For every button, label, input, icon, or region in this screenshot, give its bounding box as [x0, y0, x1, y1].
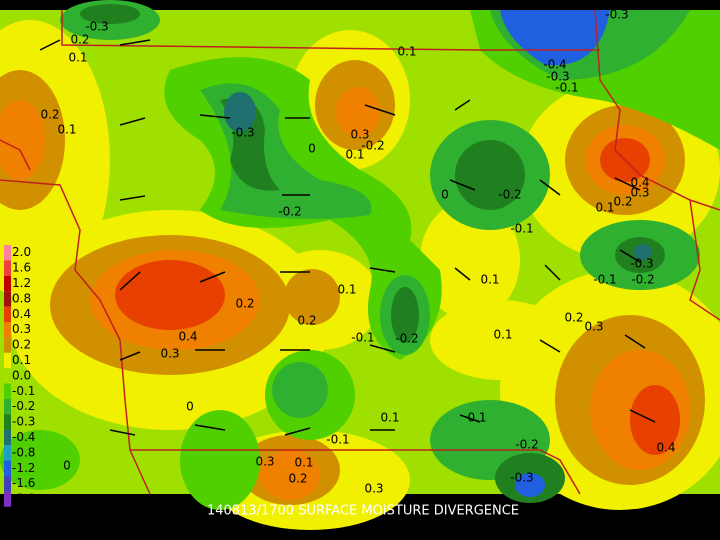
contour-label: -0.3	[510, 471, 533, 485]
contour-label: 0.1	[380, 411, 399, 425]
legend-swatch	[4, 491, 11, 507]
contour-label: 0.1	[595, 201, 614, 215]
wind-barbs	[39, 39, 656, 436]
legend-label: -1.6	[12, 476, 35, 490]
legend-swatch	[4, 306, 11, 322]
legend-swatch	[4, 352, 11, 369]
legend-swatch	[4, 429, 11, 446]
contour-label: -0.4	[543, 58, 566, 72]
legend-swatch	[4, 383, 11, 399]
contour-label: 0.1	[493, 328, 512, 342]
legend-swatch	[4, 260, 11, 276]
contour-label: 0	[441, 188, 449, 202]
contour-label: 0.3	[584, 320, 603, 334]
contour-labels: -0.30.20.10.20.1 -0.3 0.3-0.20.10-0.20.1-0…	[40, 0, 675, 496]
contour-label: 0.3	[350, 128, 369, 142]
legend-swatch	[4, 476, 11, 492]
contour-label: 0	[308, 142, 316, 156]
contour-label: 0	[63, 459, 71, 473]
contour-label: -0.3	[546, 70, 569, 84]
contour-label: 0.4	[178, 330, 197, 344]
contour-label: 0.2	[70, 33, 89, 47]
legend-label: 0.8	[12, 291, 31, 305]
contour-label: 0.3	[160, 347, 179, 361]
legend-label: -1.2	[12, 461, 35, 475]
legend-swatch	[4, 322, 11, 338]
legend-label: -0.1	[12, 384, 35, 398]
contour-label: -0.2	[278, 205, 301, 219]
contour-label: -0.1	[326, 433, 349, 447]
legend-swatch	[4, 337, 11, 353]
legend-swatch	[4, 245, 11, 261]
legend-swatch	[4, 414, 11, 430]
legend-label: 0.1	[12, 353, 31, 367]
contour-label: 0	[186, 400, 194, 414]
contour-label: 0.2	[613, 195, 632, 209]
legend-swatch	[4, 445, 11, 461]
contour-label: 0.1	[68, 51, 87, 65]
legend-swatch	[4, 399, 11, 415]
legend-swatch	[4, 275, 11, 292]
legend-label: 0.3	[12, 322, 31, 336]
contour-label: 0.4	[656, 441, 675, 455]
contour-label: 0.1	[345, 148, 364, 162]
contour-label: 0.2	[297, 314, 316, 328]
legend-label: 0.0	[12, 368, 31, 382]
contour-label: 0.1	[480, 273, 499, 287]
contour-label: -0.2	[631, 273, 654, 287]
contour-label: -0.3	[605, 8, 628, 22]
legend-label: 1.6	[12, 261, 31, 275]
contour-label: -0.2	[498, 188, 521, 202]
legend-label: -0.3	[12, 415, 35, 429]
legend-label: 2.0	[12, 245, 31, 259]
contour-label: -0.1	[351, 331, 374, 345]
contour-label: -0.3	[85, 20, 108, 34]
contour-label: 0.3	[255, 455, 274, 469]
contour-label: -0.1	[555, 81, 578, 95]
legend-label: 0.4	[12, 307, 31, 321]
contour-label: 0.1	[397, 45, 416, 59]
contour-label: -0.1	[593, 273, 616, 287]
contour-label: -0.2	[515, 438, 538, 452]
contour-label: 0.2	[288, 472, 307, 486]
contour-label: -0.2	[361, 139, 384, 153]
contour-label: 0.4	[630, 176, 649, 190]
legend-label: -0.2	[12, 399, 35, 413]
legend-swatch	[4, 460, 11, 476]
legend-label: 0.2	[12, 338, 31, 352]
contour-label: 0.3	[364, 482, 383, 496]
caption: 140813/1700 SURFACE MOISTURE DIVERGENCE	[207, 504, 519, 519]
legend: 2.01.61.20.80.40.30.20.10.0-0.1-0.2-0.3-…	[4, 245, 35, 507]
contour-label: 0.2	[564, 311, 583, 325]
contour-label: 0.3	[630, 186, 649, 200]
contour-label: -0.1	[510, 222, 533, 236]
contour-label: 0.1	[57, 123, 76, 137]
contour-label: -0.3	[630, 257, 653, 271]
legend-label: -2.0	[12, 492, 35, 506]
legend-label: -0.8	[12, 445, 35, 459]
legend-label: 1.2	[12, 276, 31, 290]
contour-label: 0.2	[235, 297, 254, 311]
legend-label: -0.4	[12, 430, 35, 444]
contour-label: 0.2	[40, 108, 59, 122]
contour-label: 0.1	[251, 0, 270, 13]
contour-label: 0.1	[467, 411, 486, 425]
contour-label: 0.1	[294, 456, 313, 470]
contour-label: 0.1	[337, 283, 356, 297]
contour-label: -0.3	[231, 126, 254, 140]
legend-swatch	[4, 368, 11, 384]
contour-label: -0.2	[395, 332, 418, 346]
legend-swatch	[4, 291, 11, 307]
